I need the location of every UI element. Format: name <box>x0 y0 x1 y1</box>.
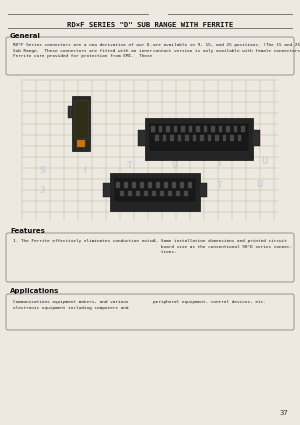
Bar <box>166 126 169 132</box>
Bar <box>180 182 184 188</box>
Bar <box>120 191 124 196</box>
Bar <box>170 135 173 141</box>
Text: T: T <box>217 159 223 167</box>
Bar <box>160 191 164 196</box>
Text: RD×F SERIES "D" SUB RANGE WITH FERRITE: RD×F SERIES "D" SUB RANGE WITH FERRITE <box>67 22 233 28</box>
Bar <box>184 191 188 196</box>
Text: T: T <box>127 161 133 170</box>
Bar <box>110 173 200 211</box>
Bar <box>116 182 120 188</box>
Bar <box>176 191 180 196</box>
Bar <box>173 126 177 132</box>
Bar <box>140 182 144 188</box>
Text: U: U <box>262 158 268 167</box>
Bar <box>185 135 188 141</box>
Text: 1. The Ferrite effectively eliminates conduction noise.: 1. The Ferrite effectively eliminates co… <box>13 239 158 243</box>
Text: U: U <box>172 161 178 170</box>
Text: I: I <box>128 182 131 192</box>
Text: 2. Same installation dimensions and printed circuit
   board size as the convent: 2. Same installation dimensions and prin… <box>153 239 292 254</box>
Bar <box>152 191 156 196</box>
Bar <box>181 126 184 132</box>
Bar <box>72 96 90 151</box>
Bar <box>200 135 203 141</box>
Bar <box>203 126 207 132</box>
Bar <box>252 130 260 146</box>
Bar <box>188 182 192 188</box>
Bar <box>163 135 166 141</box>
Bar <box>74 100 88 138</box>
Bar <box>223 135 226 141</box>
Bar <box>196 126 200 132</box>
Bar <box>168 191 172 196</box>
Bar <box>172 182 176 188</box>
Bar <box>188 126 192 132</box>
Text: RD*F Series connectors are a new derivative of our D-
Sub Range.  These connecto: RD*F Series connectors are a new derivat… <box>13 43 152 58</box>
Text: Applications: Applications <box>10 288 59 294</box>
Bar <box>208 135 211 141</box>
Bar <box>114 178 196 202</box>
Text: are available in 9, 15, and 25 positions. (The 15 and 25
contact version is only: are available in 9, 15, and 25 positions… <box>153 43 300 53</box>
Text: I: I <box>83 165 86 175</box>
Text: 37: 37 <box>279 410 288 416</box>
Bar <box>226 126 230 132</box>
Bar <box>151 126 154 132</box>
Text: T: T <box>172 182 178 192</box>
Bar <box>145 118 253 160</box>
Bar <box>103 183 111 197</box>
Text: S: S <box>39 165 45 175</box>
Bar <box>155 135 158 141</box>
Text: peripheral equipment, control devices, etc.: peripheral equipment, control devices, e… <box>153 300 266 304</box>
Bar <box>230 135 233 141</box>
Text: U: U <box>256 179 263 189</box>
Bar <box>156 182 160 188</box>
Text: General: General <box>10 33 41 39</box>
Text: Communications equipment makers, and various
electronic equipment including comp: Communications equipment makers, and var… <box>13 300 128 310</box>
Bar <box>178 135 181 141</box>
Bar <box>218 126 222 132</box>
Bar <box>136 191 140 196</box>
Bar <box>233 126 237 132</box>
Bar <box>241 126 244 132</box>
Text: Features: Features <box>10 228 45 234</box>
Bar <box>158 126 162 132</box>
Bar <box>148 182 152 188</box>
Bar <box>215 135 218 141</box>
Bar <box>132 182 136 188</box>
Text: T: T <box>217 181 223 190</box>
Bar <box>128 191 132 196</box>
Bar <box>77 140 85 147</box>
Text: 3: 3 <box>39 185 45 195</box>
Bar <box>199 183 207 197</box>
Bar <box>138 130 146 146</box>
Bar <box>238 135 241 141</box>
Bar <box>144 191 148 196</box>
Bar <box>68 106 73 118</box>
Bar <box>211 126 214 132</box>
Bar <box>164 182 168 188</box>
Bar <box>193 135 196 141</box>
Bar <box>149 123 249 151</box>
Bar <box>124 182 128 188</box>
